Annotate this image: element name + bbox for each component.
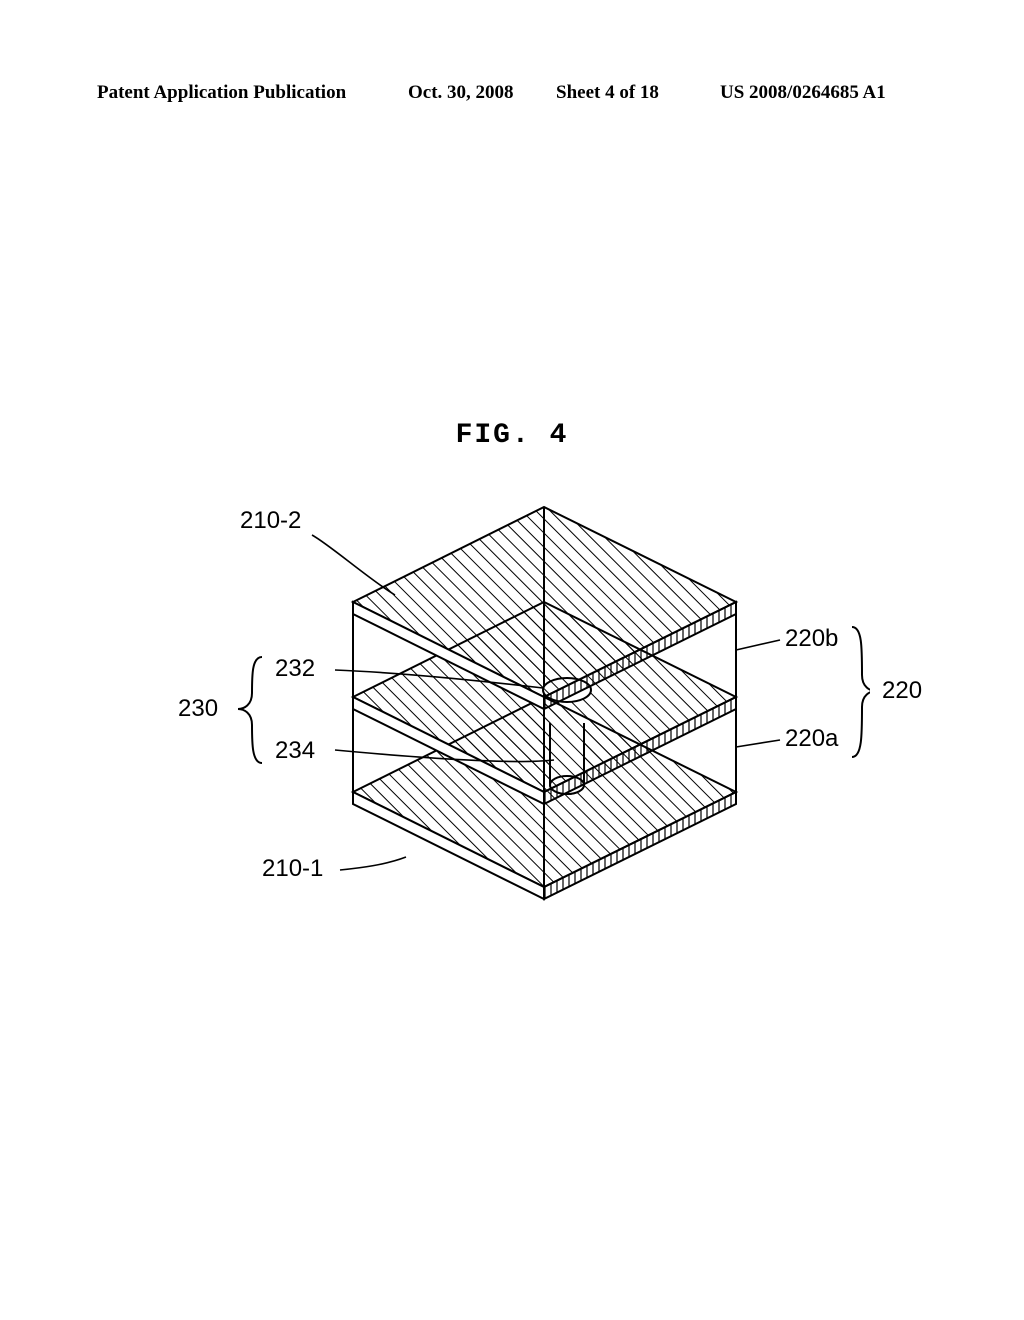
brace-230 xyxy=(238,657,262,763)
label-220: 220 xyxy=(882,677,922,705)
label-210-1: 210-1 xyxy=(262,855,323,883)
figure-4: 210-2 232 230 234 210-1 220b 220a 220 xyxy=(170,485,870,905)
label-230: 230 xyxy=(178,695,218,723)
label-220a: 220a xyxy=(785,725,838,753)
label-210-2: 210-2 xyxy=(240,507,301,535)
brace-220 xyxy=(852,627,870,757)
header-publication-type: Patent Application Publication xyxy=(97,82,346,104)
header-pub-number: US 2008/0264685 A1 xyxy=(720,82,886,104)
label-234: 234 xyxy=(275,737,315,765)
figure-svg xyxy=(170,485,870,905)
label-232: 232 xyxy=(275,655,315,683)
header-date: Oct. 30, 2008 xyxy=(408,82,514,104)
label-220b: 220b xyxy=(785,625,838,653)
header-sheet: Sheet 4 of 18 xyxy=(556,82,659,104)
figure-title: FIG. 4 xyxy=(0,420,1024,451)
